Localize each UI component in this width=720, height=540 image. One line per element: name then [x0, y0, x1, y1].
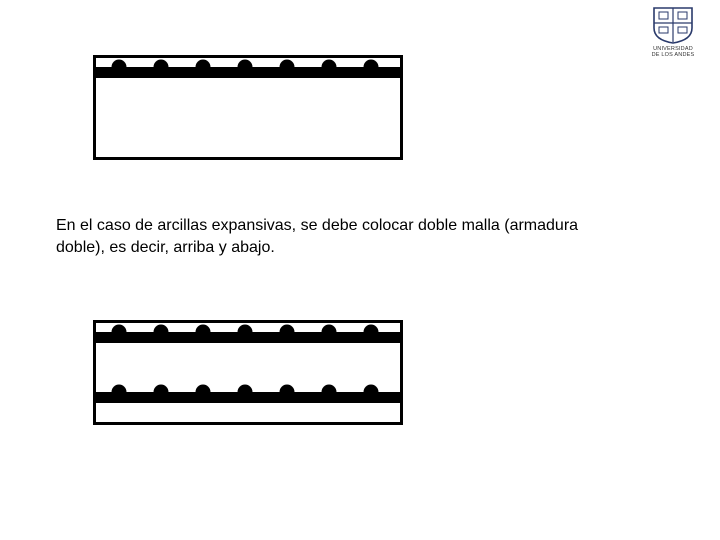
- logo-text-line2: DE LOS ANDES: [640, 52, 706, 58]
- rebar-dot: [280, 325, 295, 340]
- rebar-dot: [154, 60, 169, 75]
- rebar-dot: [280, 385, 295, 400]
- rebar-dot: [238, 60, 253, 75]
- rebar-dot: [322, 60, 337, 75]
- rebar-dot: [364, 325, 379, 340]
- crest-icon: [650, 6, 696, 44]
- rebar-dot: [364, 385, 379, 400]
- rebar-dot: [196, 325, 211, 340]
- university-logo: UNIVERSIDAD DE LOS ANDES: [640, 6, 706, 58]
- rebar-dot: [238, 325, 253, 340]
- cross-section-single-mesh: [93, 55, 403, 160]
- rebar-dot: [112, 325, 127, 340]
- cross-section-double-mesh: [93, 320, 403, 425]
- rebar-dot: [280, 60, 295, 75]
- rebar-dot: [196, 385, 211, 400]
- rebar-dot: [364, 60, 379, 75]
- rebar-dot: [238, 385, 253, 400]
- rebar-dot: [154, 385, 169, 400]
- rebar-dot: [112, 60, 127, 75]
- rebar-dot: [196, 60, 211, 75]
- rebar-dot: [322, 325, 337, 340]
- rebar-dot: [112, 385, 127, 400]
- explanation-paragraph: En el caso de arcillas expansivas, se de…: [56, 215, 616, 258]
- rebar-dot: [322, 385, 337, 400]
- rebar-dot: [154, 325, 169, 340]
